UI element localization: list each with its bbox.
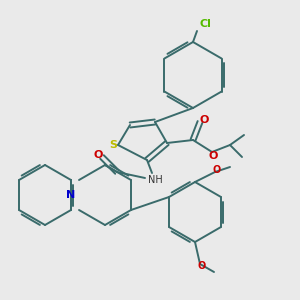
Text: O: O: [93, 150, 103, 160]
Text: N: N: [66, 190, 76, 200]
Text: O: O: [208, 151, 218, 161]
Text: Cl: Cl: [199, 19, 211, 29]
Text: NH: NH: [148, 175, 162, 185]
Text: O: O: [213, 165, 221, 175]
Text: O: O: [199, 115, 209, 125]
Text: S: S: [109, 140, 117, 150]
Text: O: O: [198, 261, 206, 271]
